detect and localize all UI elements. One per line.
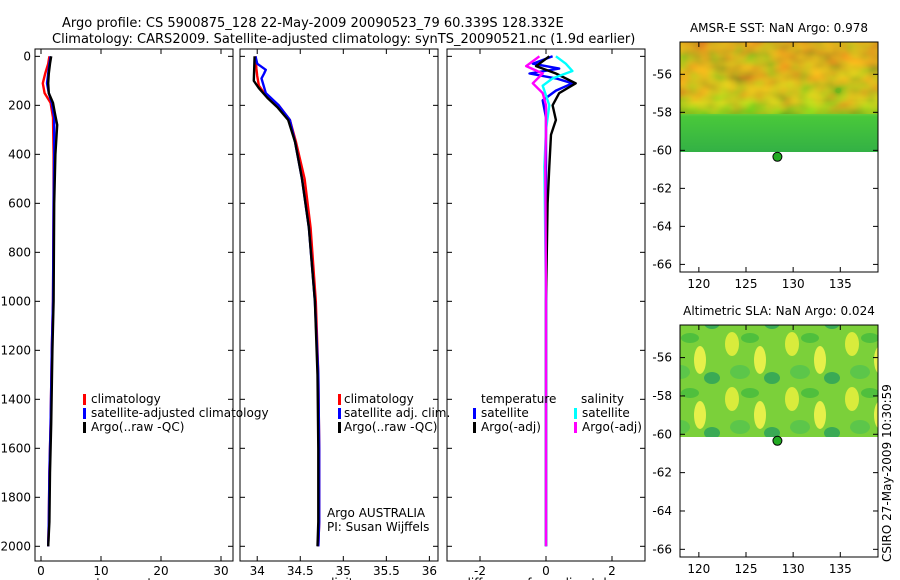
sst_map-xtick-label: 125 [735,277,758,291]
temperature-ytick-label: 2000 [0,539,31,553]
sst_map-frame [679,41,879,273]
map-sla_map: Altimetric SLA: NaN Argo: 0.024 120 125 130… [652,304,879,576]
plot-temperature: 0 10 20 30 0 200 400 600 800 1000 1200 1400 1600 1800… [0,48,269,580]
legend-label: Argo(-adj) [582,420,642,434]
salinity-xtick-label: 36 [422,564,437,578]
sst_map-xtick-label: 120 [687,277,710,291]
legend-label: satellite [582,406,630,420]
legend-swatch [574,408,577,419]
figure-title-line1: Argo profile: CS 5900875_128 22-May-2009… [62,16,564,31]
salinity-series-line [254,56,321,547]
sla_map-ytick-label: -62 [652,466,672,480]
salinity-xtick-label: 34 [250,564,265,578]
salinity-xtick-label: 35 [336,564,351,578]
salinity-series-line [254,56,321,547]
temperature-ytick-label: 1200 [0,343,31,357]
legend-swatch [338,408,341,419]
sst_map-ytick-label: -58 [652,105,672,119]
temperature-ytick-label: 200 [8,98,31,112]
sla_map-xtick-label: 130 [782,562,805,576]
sla_map-frame [679,324,879,558]
figure-title-line2: Climatology: CARS2009. Satellite-adjuste… [52,32,635,47]
sla_map-title: Altimetric SLA: NaN Argo: 0.024 [683,304,875,318]
footer-timestamp: CSIRO 27-May-2009 10:30:59 [880,384,894,562]
sla_map-float-marker [772,435,783,446]
sst_map-xtick-label: 130 [782,277,805,291]
difference-xtick-label: 2 [608,564,616,578]
sst_map-ytick-label: -62 [652,181,672,195]
sst_map-xtick-label: 135 [829,277,852,291]
legend-label: satellite adj. clim. [344,406,450,420]
temperature-xlabel: temperature [96,576,171,580]
temperature-ytick-label: 0 [23,49,31,63]
legend-swatch [338,394,341,405]
sst_map-float-marker [772,151,783,162]
sla_map-ytick-label: -66 [652,542,672,556]
temperature-xtick-label: 10 [93,564,108,578]
plot-difference: -2 0 2difference from climatology temperatu… [446,48,646,580]
salinity-xtick-label: 34.5 [287,564,314,578]
annotation-pi: PI: Susan Wijffels [327,520,429,534]
salinity-axes-frame [239,48,439,562]
temperature-ytick-label: 600 [8,196,31,210]
sst_map-ytick-label: -56 [652,67,672,81]
sst_map-ytick-label: -64 [652,219,672,233]
difference-xtick-label: -2 [474,564,486,578]
temperature-xtick-label: 30 [213,564,228,578]
legend-swatch [338,422,341,433]
sst_map-ytick-label: -60 [652,143,672,157]
legend-swatch [473,422,476,433]
sla_map-xtick-label: 120 [687,562,710,576]
legend-label: satellite [481,406,529,420]
temperature-xtick-label: 0 [37,564,45,578]
legend-swatch [473,408,476,419]
sla_map-ytick-label: -60 [652,427,672,441]
difference-series-line [528,55,574,547]
sla_map-ytick-label: -58 [652,389,672,403]
temperature-ytick-label: 1800 [0,490,31,504]
sla-field [680,325,878,437]
difference-series-line [534,55,577,547]
legend-label: satellite-adjusted climatology [91,406,269,420]
temperature-xtick-label: 20 [153,564,168,578]
sla_map-ytick-label: -64 [652,504,672,518]
temperature-ytick-label: 1400 [0,392,31,406]
sst-field-texture [680,42,878,114]
temperature-ytick-label: 1600 [0,441,31,455]
temperature-ytick-label: 1000 [0,294,31,308]
legend-group-temperature: temperature [481,392,556,406]
difference-xtick-label: 0 [542,564,550,578]
legend-swatch [83,408,86,419]
salinity-series-line [252,56,320,547]
legend-group-salinity: salinity [581,392,624,406]
legend-label: climatology [344,392,414,406]
plot-salinity: 34 34.5 35 35.5 36 salinity climatologysatelli… [239,48,450,580]
temperature-ytick-label: 400 [8,147,31,161]
legend-label: Argo(-adj) [481,420,541,434]
sla_map-xtick-label: 125 [735,562,758,576]
salinity-xlabel: salinity [317,576,360,580]
sla_map-ytick-label: -56 [652,351,672,365]
difference-series-line [525,55,548,547]
difference-xlabel: difference from climatology [463,576,629,580]
legend-label: Argo(..raw -QC) [91,420,184,434]
map-sst_map: AMSR-E SST: NaN Argo: 0.978 120 125 130 135 -… [652,21,879,291]
legend-swatch [83,394,86,405]
legend-label: Argo(..raw -QC) [344,420,437,434]
legend-swatch [83,422,86,433]
sst_map-title: AMSR-E SST: NaN Argo: 0.978 [690,21,868,35]
temperature-axes-frame [34,48,234,562]
legend-swatch [574,422,577,433]
temperature-ytick-label: 800 [8,245,31,259]
legend-label: climatology [91,392,161,406]
annotation-program: Argo AUSTRALIA [327,506,426,520]
sla_map-xtick-label: 135 [829,562,852,576]
salinity-xtick-label: 35.5 [373,564,400,578]
sst_map-ytick-label: -66 [652,257,672,271]
temperature-series-line [47,56,59,547]
